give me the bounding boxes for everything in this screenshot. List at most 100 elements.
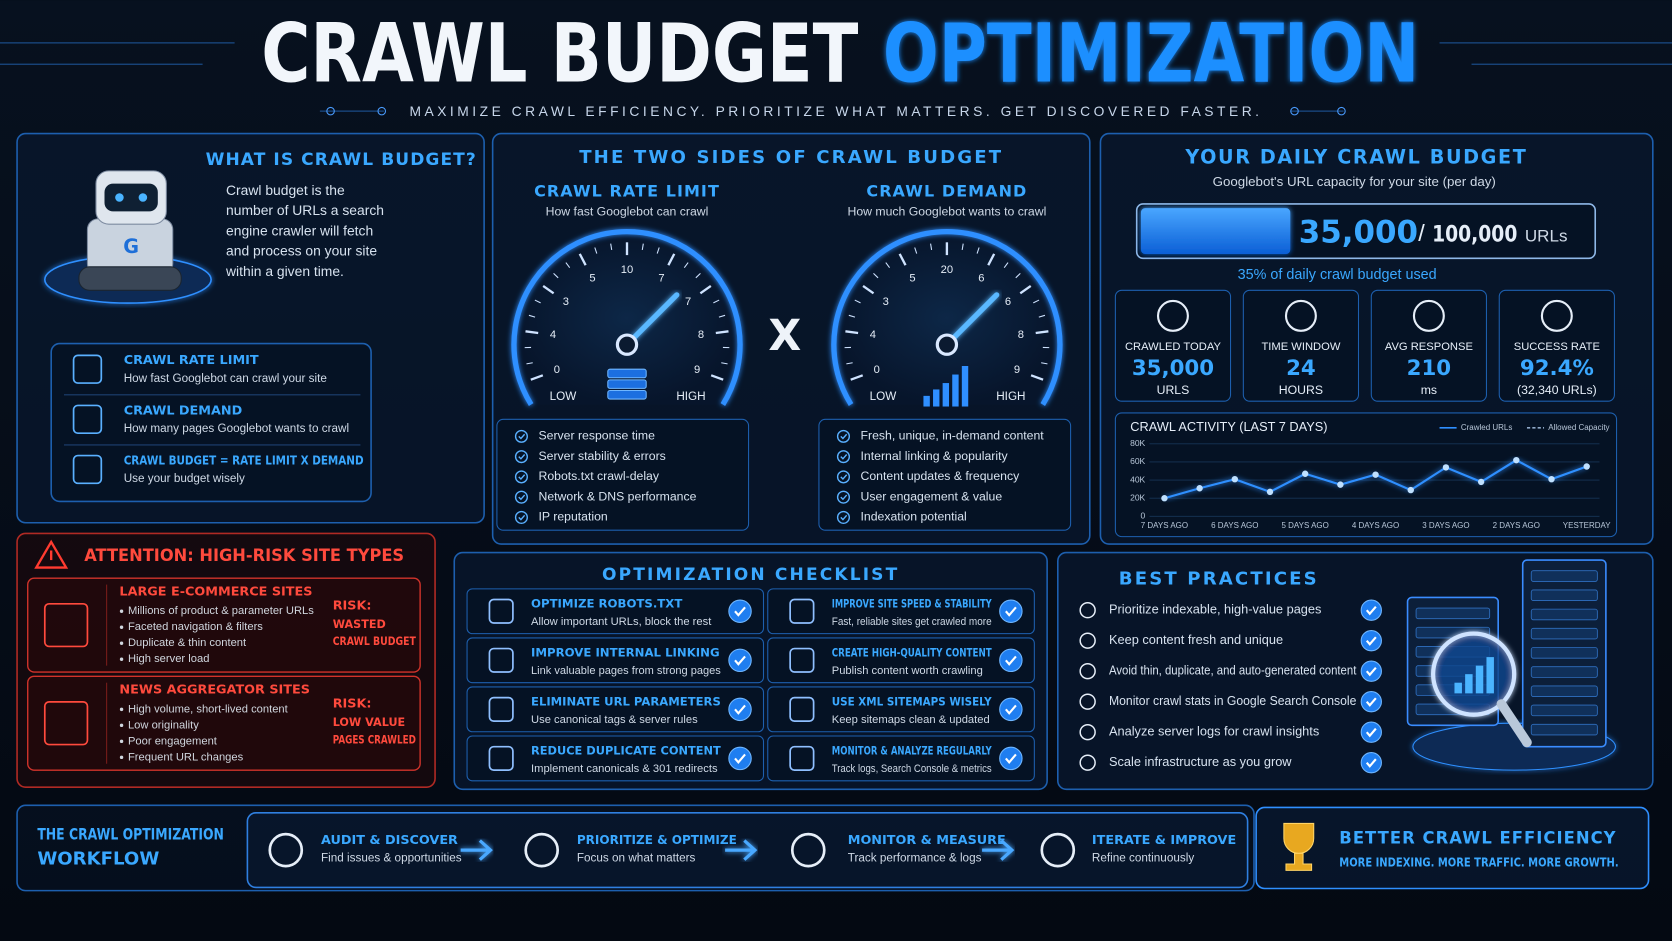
bullet [119,609,124,613]
item-icon [72,454,103,485]
gauge-tick [987,253,996,266]
check-badge [999,746,1023,771]
checklist-icon [789,696,815,722]
gauge-tick-label: 8 [1018,329,1024,341]
server-slot [1530,685,1598,697]
risk-site-box [27,577,421,673]
bullet [119,625,124,629]
check-icon [836,429,851,443]
check-badge [1360,721,1382,743]
tagline: MAXIMIZE CRAWL EFFICIENCY. PRIORITIZE WH… [409,103,1262,119]
gauge-low: LOW [550,390,578,403]
gauge-tick [534,299,541,304]
data-point [1196,485,1203,492]
workflow-title: WORKFLOW [37,849,159,870]
check-badge [1360,599,1382,621]
factor-text: Robots.txt crawl-delay [538,469,659,483]
data-point [1442,464,1450,471]
stat-box [1370,289,1487,402]
gauge-tick [667,253,676,266]
stat-box [1114,289,1232,402]
check-icon [514,510,528,524]
practice-text: Prioritize indexable, high-value pages [1109,602,1321,617]
budget-unit: URLs [1525,226,1568,245]
checklist-item-box [466,588,765,635]
check-badge [728,746,752,771]
check-mark [1365,605,1377,616]
item-text: Use your budget wisely [124,472,245,485]
x-tick-label: 6 DAYS AGO [1211,521,1258,530]
gauge-tick-label: 0 [874,364,880,376]
gauge-tick [930,243,933,251]
checklist-icon [488,745,514,771]
server-illustration [607,389,647,400]
site-bullet: Millions of product & parameter URLs [128,605,314,617]
risk-label: RISK: [333,697,372,712]
gauge-tick [1041,362,1048,365]
stat-label: SUCCESS RATE [1514,341,1600,353]
gauge-tick [528,314,536,318]
checklist-item-box [466,637,765,684]
step-text: Track performance & logs [848,852,982,865]
budget-bar-fill [1140,208,1291,255]
robot-visor [104,183,158,212]
stat-unit: URLS [1157,383,1190,397]
gauge-tick [718,314,726,318]
item-icon [72,354,103,384]
check-mark [734,606,746,617]
chart-title: CRAWL ACTIVITY (LAST 7 DAYS) [1130,419,1327,434]
site-title: LARGE E-COMMERCE SITES [119,585,312,600]
item-title: CRAWL BUDGET = RATE LIMIT X DEMAND [124,453,364,468]
server-slot [1415,607,1491,620]
stat-label: CRAWLED TODAY [1125,341,1221,353]
y-tick-label: 20K [1130,492,1145,502]
stat-label: AVG RESPONSE [1385,341,1473,353]
robot-eye [138,193,148,202]
gauge-tick [976,247,980,254]
data-point [1407,486,1414,494]
server-slot [1530,704,1598,717]
gauge-tick [594,247,598,254]
gauge-tick-label: 3 [563,296,569,308]
practice-text: Monitor crawl stats in Google Search Con… [1109,693,1356,708]
data-point [1301,470,1309,477]
workflow-icon [1040,832,1076,868]
check-mark [840,514,848,521]
gauge-face [513,231,741,405]
title-part-1: CRAWL BUDGET [261,7,858,101]
gauge-tick [961,243,964,251]
server-slot [1530,589,1598,602]
magnifier-handle [1496,699,1532,748]
magnifier-bar [1475,665,1484,694]
workflow-icon [790,832,826,868]
check-icon [836,510,851,524]
result-title: BETTER CRAWL EFFICIENCY [1339,828,1616,848]
gauge-subtitle: How much Googlebot wants to crawl [847,205,1046,219]
gauge-tick-label: 10 [621,264,633,276]
bullet [119,657,124,661]
gauge-tick-label: 0 [554,364,560,376]
gauge-tick-label: 20 [941,264,953,276]
checklist-title: IMPROVE INTERNAL LINKING [531,645,720,659]
checklist-text: Fast, reliable sites get crawled more [832,616,992,628]
check-mark [1005,606,1017,617]
check-mark [518,494,526,501]
x-tick-label: 5 DAYS AGO [1282,521,1329,530]
site-icon [43,701,89,746]
gauge-tick [1019,284,1032,295]
step-text: Find issues & opportunities [321,852,462,865]
check-mark [1365,697,1377,707]
what-is-items-box [50,342,372,503]
section-title: ATTENTION: HIGH-RISK SITE TYPES [84,546,404,566]
checklist-text: Implement canonicals & 301 redirects [531,763,718,775]
factor-text: Content updates & frequency [861,469,1021,483]
check-mark [734,655,746,666]
factors-box [496,418,750,531]
gauge-tick-label: 5 [909,272,915,284]
gauge-tick-label: 9 [694,364,700,376]
gauge-tick [578,253,587,266]
gauge-tick [553,272,559,279]
magnifier-bar [1465,674,1473,694]
section-title: OPTIMIZATION CHECKLIST [602,565,899,585]
robot-logo: G [123,235,139,258]
